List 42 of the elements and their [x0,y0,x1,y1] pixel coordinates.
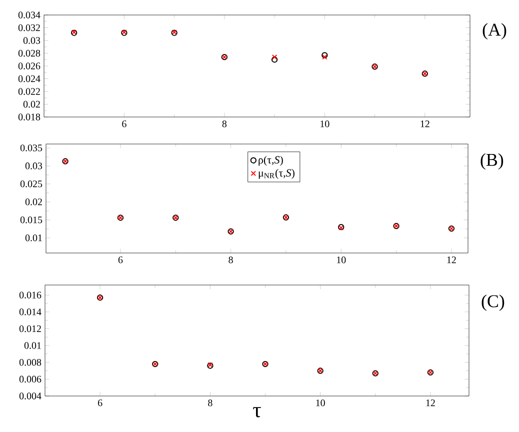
y-tick-label: 0.02 [23,100,40,108]
y-tick-label: 0.028 [18,50,40,57]
y-tick-label: 0.035 [20,144,42,152]
x-tick-label: 8 [222,120,227,128]
x-tick-label: 6 [98,400,102,406]
y-tick-label: 0.01 [25,234,42,242]
x-tick-label: 6 [122,120,126,128]
y-tick-label: 0.018 [18,114,40,120]
y-tick-label: 0.034 [18,12,40,18]
y-tick-label: 0.012 [19,325,41,332]
text: (B) [480,153,504,170]
legend-label: ρ(τ,S) [258,156,283,166]
y-tick-label: 0.014 [19,308,42,316]
y-tick-label: 0.024 [18,75,40,82]
y-tick-label: 0.004 [19,392,42,400]
x-tick-label: 12 [447,256,456,264]
x-tick-label: 10 [316,400,325,406]
y-tick-label: 0.008 [19,358,42,366]
y-tick-label: 0.022 [18,88,40,95]
y-tick-label: 0.015 [20,216,42,224]
legend-label: μ$_{NR}$(τ,S) [258,168,294,179]
x-tick-label: 12 [426,400,435,406]
x-tick-label: 10 [320,120,330,128]
y-tick-label: 0.02 [25,198,42,206]
x-tick-label: 8 [228,256,233,264]
x-axis-title: τ [253,407,261,418]
y-tick-label: 0.03 [23,37,40,44]
x-tick-label: 8 [208,400,212,406]
text: (C) [482,294,504,311]
y-tick-label: 0.016 [19,292,42,298]
y-tick-label: 0.026 [18,62,40,70]
point [272,54,278,60]
x-tick-label: 12 [420,120,430,128]
y-tick-label: 0.01 [24,342,41,349]
y-tick-label: 0.025 [20,180,42,188]
x-tick-label: 10 [337,256,346,264]
text: (A) [482,23,506,40]
x-tick-label: 6 [118,256,123,264]
y-tick-label: 0.032 [18,24,40,32]
point [271,56,278,63]
y-tick-label: 0.03 [25,162,42,170]
y-tick-label: 0.006 [19,376,42,383]
